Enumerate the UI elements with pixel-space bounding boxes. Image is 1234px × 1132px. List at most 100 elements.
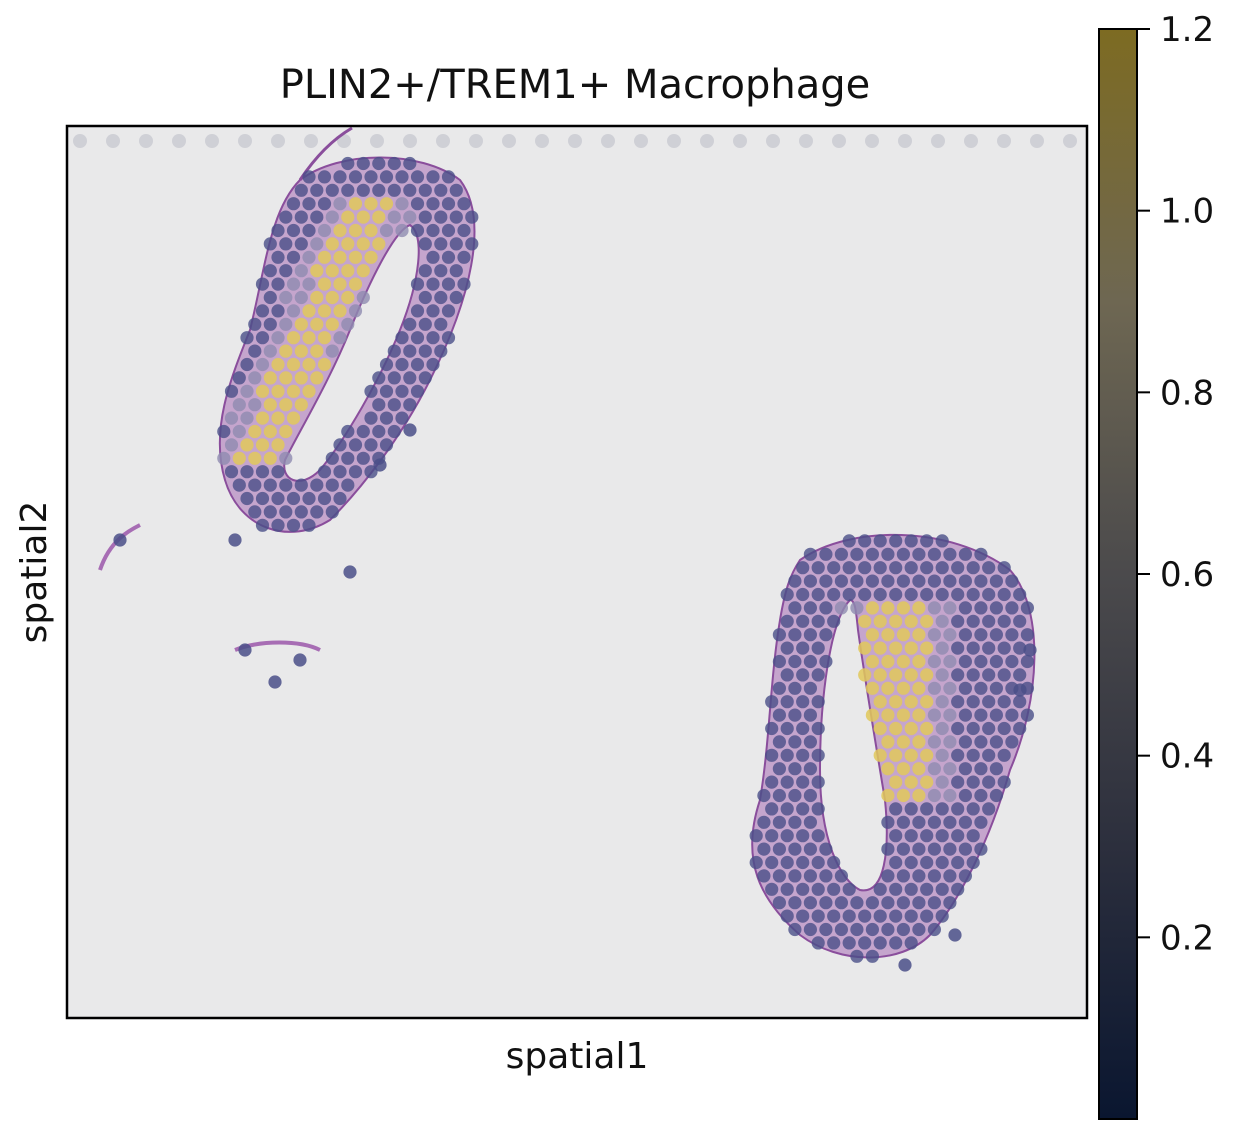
spot xyxy=(881,547,895,561)
spot xyxy=(989,628,1004,642)
spot xyxy=(271,438,285,452)
spot xyxy=(989,708,1004,722)
spot xyxy=(224,411,239,425)
spot xyxy=(772,735,787,749)
spot xyxy=(958,762,973,776)
spot xyxy=(943,869,957,883)
spot xyxy=(364,384,378,398)
spot xyxy=(858,909,872,923)
spot xyxy=(834,922,849,937)
spot xyxy=(232,478,246,492)
spot xyxy=(889,882,903,896)
spot xyxy=(356,451,370,465)
spot xyxy=(873,909,887,923)
spot xyxy=(943,654,957,669)
spot xyxy=(850,896,864,910)
spot xyxy=(333,304,347,318)
spot xyxy=(927,788,942,803)
spot xyxy=(803,869,818,883)
spot xyxy=(803,788,818,803)
background-spot xyxy=(106,134,120,148)
spot xyxy=(343,565,357,579)
background-spot xyxy=(502,134,516,148)
background-spot xyxy=(172,134,186,148)
spot xyxy=(271,411,285,425)
spot xyxy=(279,371,293,385)
spot xyxy=(889,614,903,628)
colorbar: 0.2 0.4 0.6 0.8 1.0 1.2 xyxy=(1098,10,1214,1120)
spot xyxy=(927,654,942,669)
spot xyxy=(881,896,895,910)
spot xyxy=(294,344,308,358)
spot xyxy=(889,534,903,548)
spot xyxy=(904,561,918,575)
spot xyxy=(982,802,996,816)
spot xyxy=(935,748,949,762)
spot xyxy=(788,896,802,910)
spot xyxy=(255,357,270,372)
spot xyxy=(811,695,825,709)
spot xyxy=(333,438,347,452)
spot xyxy=(302,223,316,238)
spot xyxy=(341,478,355,492)
spot xyxy=(426,277,440,291)
spot xyxy=(881,574,895,588)
spot xyxy=(819,842,833,856)
spot xyxy=(935,668,949,682)
spot xyxy=(294,317,308,331)
spot xyxy=(904,936,918,950)
spot xyxy=(248,478,262,492)
spot xyxy=(989,574,1004,588)
spot xyxy=(317,465,332,479)
spot xyxy=(418,183,432,197)
spot xyxy=(341,317,355,331)
spot xyxy=(974,628,988,642)
spot xyxy=(935,534,949,548)
spot xyxy=(302,384,316,398)
spot xyxy=(827,614,841,628)
spot xyxy=(1013,683,1027,697)
spot xyxy=(333,250,347,264)
spot xyxy=(896,869,911,883)
spot xyxy=(803,762,818,776)
spot xyxy=(302,277,316,291)
spot xyxy=(780,882,794,896)
spot xyxy=(356,183,370,197)
spot xyxy=(772,654,787,669)
spot xyxy=(780,829,794,843)
spot xyxy=(811,802,825,816)
background-spot xyxy=(1030,134,1044,148)
spot xyxy=(997,748,1011,762)
spot xyxy=(927,574,942,588)
spot xyxy=(263,505,277,519)
spot xyxy=(434,210,448,224)
spot xyxy=(865,681,880,695)
spot xyxy=(255,491,270,506)
background-spot xyxy=(700,134,714,148)
spot xyxy=(240,438,254,452)
spot xyxy=(997,614,1011,628)
spot xyxy=(803,842,818,856)
spot xyxy=(418,264,432,278)
spot xyxy=(395,357,409,372)
spot xyxy=(286,250,301,264)
spot xyxy=(920,668,934,682)
spot xyxy=(943,547,957,561)
spot xyxy=(449,264,463,278)
spot xyxy=(286,491,301,506)
spot xyxy=(240,465,254,479)
spot xyxy=(325,344,339,358)
spot xyxy=(927,735,942,749)
spot xyxy=(912,654,926,669)
spot xyxy=(935,802,949,816)
spot xyxy=(434,290,448,305)
spot xyxy=(310,210,324,224)
spot xyxy=(819,574,833,588)
spot xyxy=(920,909,934,923)
spot xyxy=(958,574,973,588)
spot xyxy=(927,842,942,856)
spot xyxy=(834,601,849,615)
spot xyxy=(356,237,370,251)
spot xyxy=(842,587,856,602)
spot xyxy=(1013,614,1027,628)
